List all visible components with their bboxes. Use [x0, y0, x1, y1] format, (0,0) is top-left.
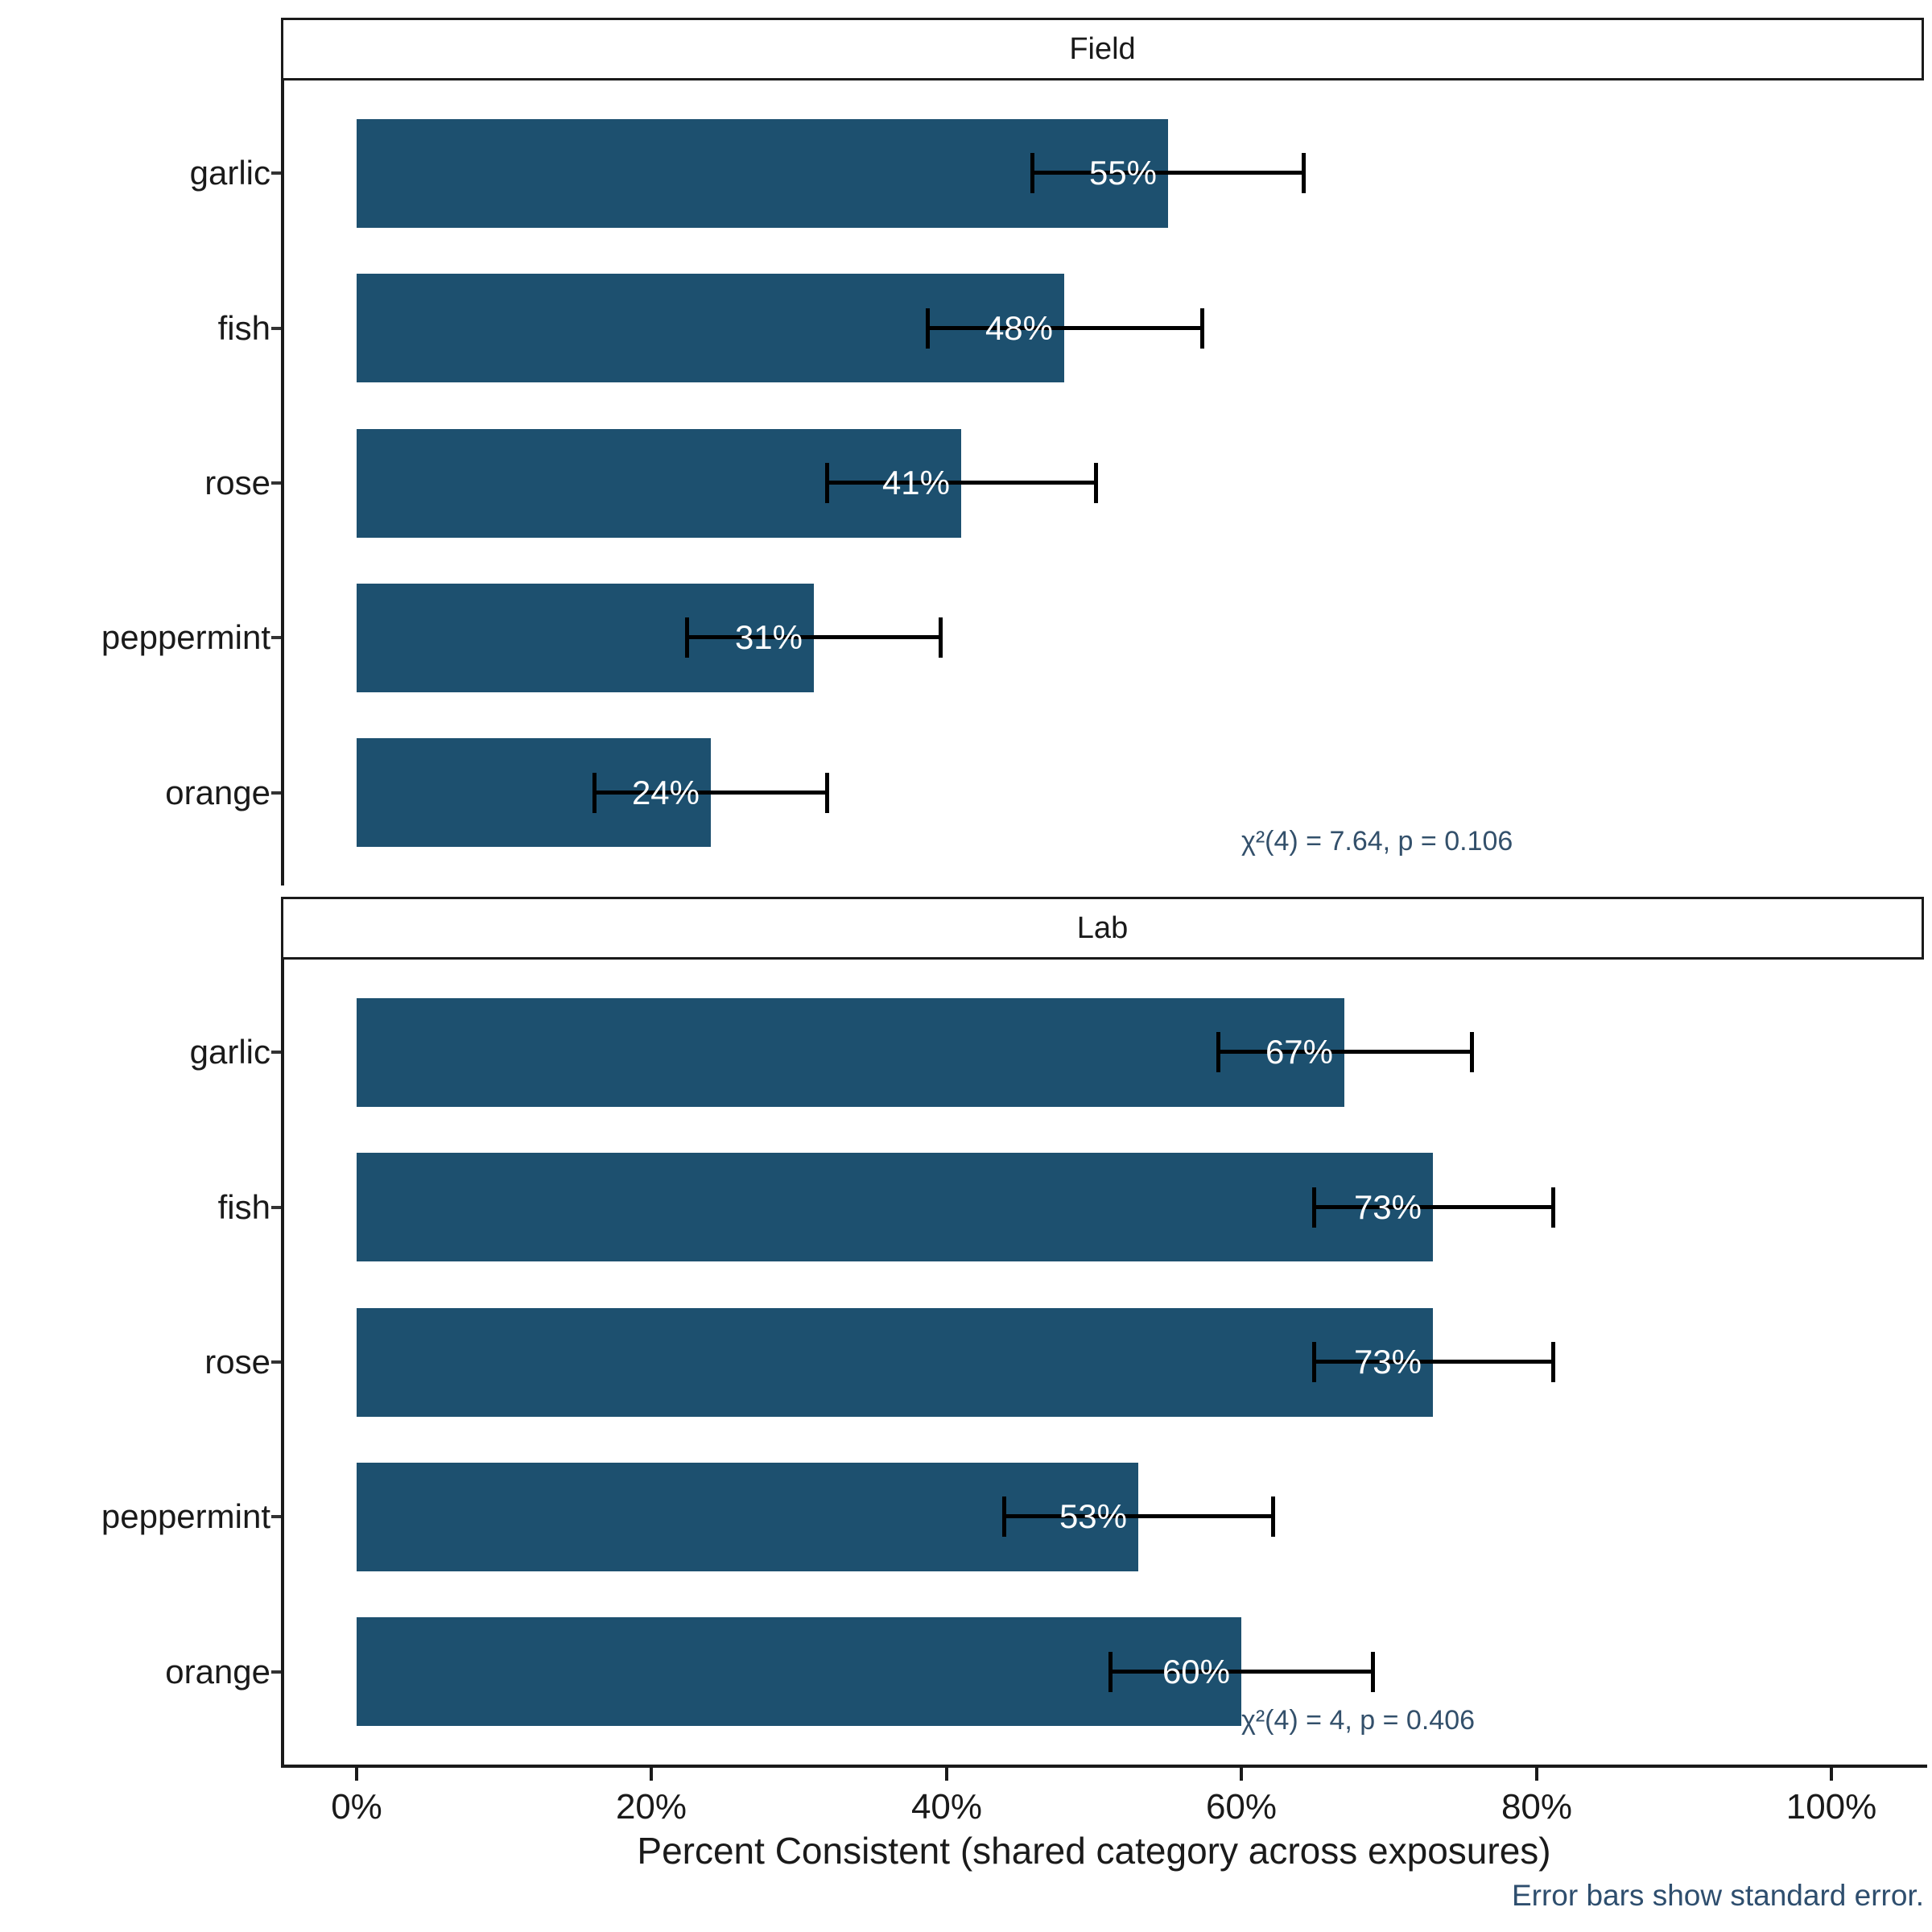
x-axis-line: [281, 1765, 1927, 1768]
error-bar-cap: [1108, 1651, 1113, 1692]
error-bar-cap: [1002, 1496, 1006, 1538]
bar-value-label: 31%: [734, 618, 803, 657]
x-axis-tick: [1240, 1768, 1243, 1781]
category-label: fish: [217, 1187, 270, 1226]
error-bar-cap: [1271, 1496, 1275, 1538]
caption: Error bars show standard error.: [1511, 1879, 1924, 1912]
category-label: rose: [204, 464, 270, 502]
category-tick: [271, 636, 281, 640]
category-label: peppermint: [101, 1497, 270, 1536]
bar-value-label: 67%: [1265, 1033, 1333, 1071]
error-bar-line: [1314, 1204, 1553, 1209]
category-label: rose: [204, 1343, 270, 1381]
x-axis-tick-label: 20%: [615, 1787, 687, 1827]
x-axis-tick: [1535, 1768, 1538, 1781]
x-axis-tick-label: 0%: [331, 1787, 382, 1827]
x-axis-tick: [945, 1768, 948, 1781]
category-tick: [271, 1360, 281, 1364]
x-axis-tick: [650, 1768, 653, 1781]
error-bar-cap: [1551, 1342, 1555, 1382]
x-axis-tick: [1830, 1768, 1833, 1781]
error-bar-cap: [1302, 153, 1306, 194]
chi-square-annotation: χ²(4) = 4, p = 0.406: [1241, 1705, 1476, 1736]
x-axis-tick-label: 40%: [910, 1787, 983, 1827]
error-bar-cap: [1312, 1342, 1316, 1382]
error-bar-line: [1004, 1514, 1272, 1519]
error-bar-line: [1314, 1360, 1553, 1364]
bar-value-label: 73%: [1353, 1343, 1422, 1381]
error-bar-cap: [1470, 1032, 1474, 1073]
facet-strip-title: Field: [1069, 31, 1136, 66]
error-bar-line: [1032, 171, 1303, 175]
error-bar-cap: [1371, 1651, 1375, 1692]
x-axis-tick: [355, 1768, 358, 1781]
x-axis-title: Percent Consistent (shared category acro…: [637, 1830, 1551, 1872]
category-tick: [271, 1051, 281, 1055]
error-bar-cap: [1312, 1187, 1316, 1228]
category-label: fish: [217, 308, 270, 347]
error-bar-cap: [1094, 463, 1098, 503]
category-tick: [271, 1515, 281, 1519]
error-bar-cap: [1216, 1032, 1220, 1073]
error-bar-cap: [825, 463, 829, 503]
error-bar-cap: [1200, 308, 1204, 349]
bar: [357, 1617, 1241, 1726]
bar-value-label: 55%: [1088, 154, 1157, 192]
category-tick: [271, 1670, 281, 1674]
x-axis-tick-label: 100%: [1785, 1787, 1877, 1827]
category-label: peppermint: [101, 618, 270, 657]
error-bar-line: [1110, 1669, 1373, 1674]
bar-value-label: 73%: [1353, 1187, 1422, 1226]
error-bar-line: [827, 481, 1095, 485]
category-label: garlic: [189, 154, 270, 192]
bar-value-label: 60%: [1162, 1652, 1230, 1690]
error-bar-cap: [592, 772, 597, 813]
x-axis-tick-label: 60%: [1205, 1787, 1278, 1827]
error-bar-cap: [1030, 153, 1034, 194]
error-bar-cap: [939, 617, 943, 658]
error-bar-line: [687, 635, 940, 640]
chi-square-annotation: χ²(4) = 7.64, p = 0.106: [1241, 826, 1513, 857]
bar-value-label: 41%: [881, 464, 950, 502]
error-bar-cap: [685, 617, 689, 658]
bar-value-label: 53%: [1059, 1497, 1127, 1536]
error-bar-line: [927, 325, 1202, 330]
bar: [357, 998, 1344, 1107]
error-bar-line: [594, 790, 827, 795]
bar-value-label: 24%: [631, 773, 700, 811]
category-tick: [271, 481, 281, 485]
facet-strip: Field: [281, 18, 1924, 80]
facet-strip-title: Lab: [1076, 910, 1129, 945]
bar: [357, 1153, 1433, 1261]
category-label: garlic: [189, 1033, 270, 1071]
category-tick: [271, 791, 281, 795]
error-bar-cap: [1551, 1187, 1555, 1228]
category-label: orange: [165, 1652, 270, 1690]
facet-strip: Lab: [281, 897, 1924, 960]
y-axis-line: [281, 960, 284, 1765]
bar: [357, 1308, 1433, 1417]
x-axis-tick-label: 80%: [1501, 1787, 1573, 1827]
category-label: orange: [165, 773, 270, 811]
y-axis-line: [281, 80, 284, 886]
error-bar-cap: [926, 308, 930, 349]
category-tick: [271, 171, 281, 175]
error-bar-cap: [825, 772, 829, 813]
bar-value-label: 48%: [985, 308, 1053, 347]
category-tick: [271, 1205, 281, 1209]
category-tick: [271, 326, 281, 330]
error-bar-line: [1218, 1050, 1472, 1055]
